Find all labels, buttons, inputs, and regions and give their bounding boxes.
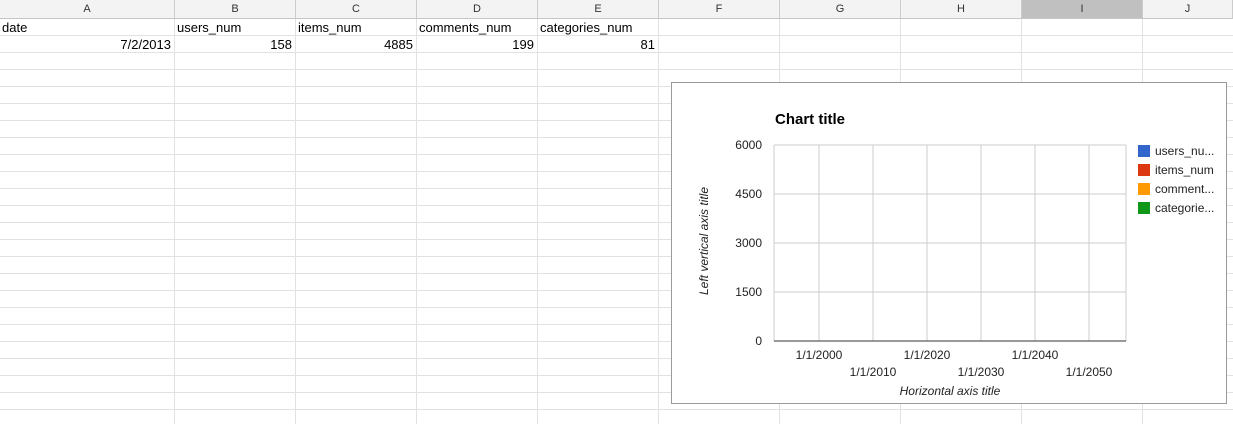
row-divider: [0, 341, 1233, 342]
column-divider: [295, 19, 296, 424]
y-axis-ticks: 6000 4500 3000 1500 0: [735, 138, 762, 348]
cell-c2[interactable]: 4885: [384, 37, 413, 52]
column-header-i[interactable]: I: [1022, 0, 1143, 19]
x-axis-title[interactable]: Horizontal axis title: [900, 384, 1001, 398]
row-divider: [0, 154, 1233, 155]
y-axis-title[interactable]: Left vertical axis title: [697, 187, 711, 295]
row-divider: [0, 188, 1233, 189]
column-header-e[interactable]: E: [538, 0, 659, 19]
y-tick-label: 3000: [735, 236, 762, 250]
legend-label[interactable]: comment...: [1155, 182, 1214, 196]
chart-title[interactable]: Chart title: [775, 111, 845, 128]
column-header-f[interactable]: F: [659, 0, 780, 19]
cell-b1[interactable]: users_num: [177, 20, 242, 35]
plot-area: [773, 144, 1127, 342]
row-divider: [0, 103, 1233, 104]
y-tick-label: 0: [755, 334, 762, 348]
row-divider: [0, 205, 1233, 206]
cell-a2[interactable]: 7/2/2013: [120, 37, 171, 52]
row-divider: [0, 222, 1233, 223]
y-tick-label: 6000: [735, 138, 762, 152]
column-header-g[interactable]: G: [780, 0, 901, 19]
row-divider: [0, 256, 1233, 257]
row-divider: [0, 69, 1233, 70]
x-tick-label: 1/1/2040: [1012, 348, 1059, 362]
column-header-j[interactable]: J: [1143, 0, 1233, 19]
legend-swatch: [1138, 164, 1150, 176]
row-divider: [0, 324, 1233, 325]
legend-swatch: [1138, 145, 1150, 157]
row-divider: [0, 52, 1233, 53]
legend-label[interactable]: items_num: [1155, 163, 1214, 177]
cell-b2[interactable]: 158: [270, 37, 292, 52]
x-tick-label: 1/1/2000: [796, 348, 843, 362]
legend-label[interactable]: users_nu...: [1155, 144, 1214, 158]
column-divider: [416, 19, 417, 424]
cell-c1[interactable]: items_num: [298, 20, 362, 35]
column-divider: [537, 19, 538, 424]
cell-d1[interactable]: comments_num: [419, 20, 512, 35]
cell-a1[interactable]: date: [2, 20, 28, 35]
x-axis-ticks: 1/1/2000 1/1/2010 1/1/2020 1/1/2030 1/1/2040…: [796, 348, 1113, 379]
row-divider: [0, 307, 1233, 308]
cell-d2[interactable]: 199: [512, 37, 534, 52]
x-tick-label: 1/1/2030: [958, 365, 1005, 379]
legend-label[interactable]: categorie...: [1155, 201, 1214, 215]
y-tick-label: 4500: [735, 187, 762, 201]
legend-swatch: [1138, 183, 1150, 195]
column-divider: [174, 19, 175, 424]
chart-legend[interactable]: users_nu... items_num comment... categorie.…: [1138, 144, 1214, 215]
row-divider: [0, 409, 1233, 410]
row-divider: [0, 35, 1233, 36]
column-header-h[interactable]: H: [901, 0, 1022, 19]
column-header-d[interactable]: D: [417, 0, 538, 19]
column-header-b[interactable]: B: [175, 0, 296, 19]
cell-e2[interactable]: 81: [640, 37, 655, 52]
cell-e1[interactable]: categories_num: [540, 20, 633, 35]
y-tick-label: 1500: [735, 285, 762, 299]
row-divider: [0, 375, 1233, 376]
column-divider: [658, 19, 659, 424]
x-tick-label: 1/1/2010: [850, 365, 897, 379]
row-divider: [0, 290, 1233, 291]
x-tick-label: 1/1/2020: [904, 348, 951, 362]
column-header-c[interactable]: C: [296, 0, 417, 19]
legend-swatch: [1138, 202, 1150, 214]
row-divider: [0, 137, 1233, 138]
row-divider: [0, 86, 1233, 87]
row-divider: [0, 358, 1233, 359]
row-divider: [0, 120, 1233, 121]
row-divider: [0, 392, 1233, 393]
row-divider: [0, 171, 1233, 172]
column-header-a[interactable]: A: [0, 0, 175, 19]
row-divider: [0, 273, 1233, 274]
embedded-chart[interactable]: Chart title 6000 4500 3000 1500 0 1/1/2000 1/…: [671, 82, 1227, 404]
x-tick-label: 1/1/2050: [1066, 365, 1113, 379]
row-divider: [0, 239, 1233, 240]
